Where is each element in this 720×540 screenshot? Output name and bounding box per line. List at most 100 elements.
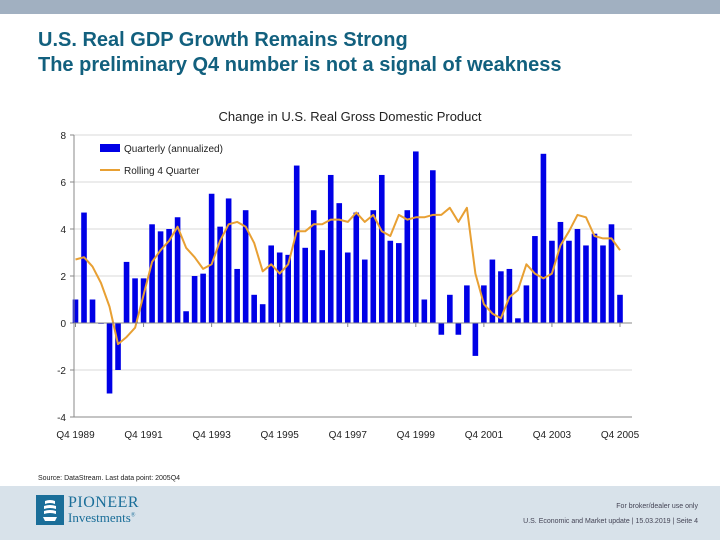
bar [617,294,623,323]
x-tick-label: Q4 1995 [261,430,300,441]
y-tick-label: 0 [60,319,66,330]
bar [455,323,462,335]
y-tick-label: 8 [60,131,66,142]
footer-disclaimer: For broker/dealer use only [616,503,698,510]
bar [413,151,419,323]
bar [336,203,343,323]
bar [438,323,445,335]
x-tick-label: Q4 1989 [56,430,95,441]
legend: Quarterly (annualized) Rolling 4 Quarter [100,144,223,177]
chart-title: Change in U.S. Real Gross Domestic Produ… [219,109,482,124]
x-tick-label: Q4 1999 [397,430,436,441]
legend-label-quarterly: Quarterly (annualized) [124,144,223,155]
top-bar [0,0,720,14]
slide-title: U.S. Real GDP Growth Remains Strong The … [38,28,562,78]
bar [174,217,181,323]
bar [293,165,300,323]
bar [72,299,79,323]
footer-band [0,486,720,540]
logo-subword-text: Investments [68,510,131,525]
bar [157,231,164,323]
bar [361,259,368,323]
bar [191,276,198,323]
bar-series [72,151,623,394]
bar [523,285,530,323]
x-tick-label: Q4 1997 [329,430,368,441]
bar [472,323,479,356]
y-tick-label: 4 [60,225,66,236]
bar [404,210,411,323]
bar [234,268,240,323]
bar [276,252,283,323]
bar [319,250,326,323]
bar [574,229,581,323]
bar [268,245,274,323]
bar [327,174,334,323]
bar [217,226,223,323]
bar [557,221,564,323]
line-series [75,206,621,346]
bar [353,212,360,323]
bar [447,294,453,323]
legend-label-rolling: Rolling 4 Quarter [124,166,200,177]
legend-swatch-quarterly [100,144,120,152]
bar [285,254,291,323]
logo-subword: Investments® [68,510,135,526]
x-tick-label: Q4 2005 [601,430,640,441]
bar [81,212,87,323]
bar [123,261,130,323]
x-tick-label: Q4 1993 [192,430,231,441]
bar [583,245,589,323]
pioneer-logo-icon [36,495,64,525]
x-tick-label: Q4 1991 [124,430,163,441]
y-axis-ticks: -4 -2 0 2 4 6 8 [57,131,74,424]
x-tick-label: Q4 2003 [533,430,572,441]
x-tick-label: Q4 2001 [465,430,504,441]
footer-info: U.S. Economic and Market update | 15.03.… [523,518,698,525]
bar [489,259,496,323]
bar [464,285,470,323]
bar [370,210,377,323]
y-tick-label: -4 [57,413,66,424]
bar [532,236,538,323]
bar [498,271,504,323]
x-axis-ticks: Q4 1989 Q4 1991 Q4 1993 Q4 1995 Q4 1997 Q4 19… [56,323,640,441]
bar [166,229,172,323]
axes [73,135,632,418]
bar [132,278,138,323]
bar [259,304,266,323]
bar [566,240,572,323]
gdp-chart: Change in U.S. Real Gross Domestic Produ… [56,109,640,441]
bar [242,210,249,323]
bar [387,240,394,323]
bar [200,273,206,323]
bar [89,299,96,323]
bar [208,193,215,323]
bar [225,198,232,323]
bar [421,299,428,323]
registered-mark: ® [130,512,136,519]
bar [251,294,257,323]
bar [149,224,155,323]
bar [600,245,606,323]
y-tick-label: -2 [57,366,66,377]
bar [310,210,317,323]
bar [540,153,547,323]
y-tick-label: 6 [60,178,66,189]
bar [378,174,385,323]
bar [591,233,598,323]
bar [183,311,189,323]
bar [302,247,309,323]
bar [515,318,521,323]
logo-wordmark: PIONEER [68,494,140,511]
bar [608,224,615,323]
bar [430,170,436,323]
title-line-1: U.S. Real GDP Growth Remains Strong [38,29,408,51]
source-note: Source: DataStream. Last data point: 200… [38,475,181,482]
bar [106,323,113,394]
bar [140,278,147,323]
bar [344,252,351,323]
title-line-2: The preliminary Q4 number is not a signa… [38,54,562,76]
bar [395,243,402,323]
y-tick-label: 2 [60,272,66,283]
